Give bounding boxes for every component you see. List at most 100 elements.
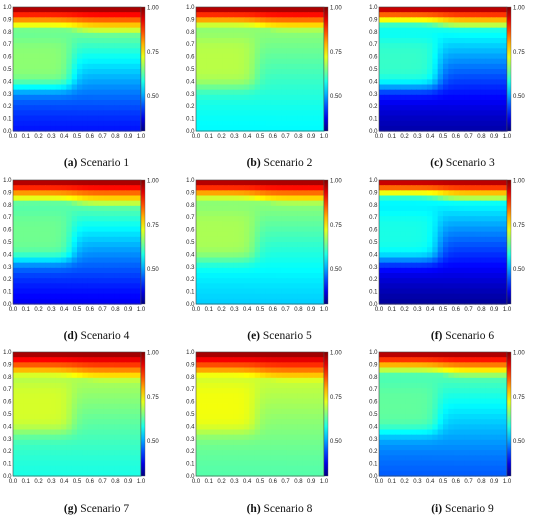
heatmap-cell bbox=[55, 226, 62, 233]
heatmap-cell bbox=[260, 278, 266, 284]
heatmap-cell bbox=[98, 120, 105, 127]
heatmap-cell bbox=[114, 125, 121, 132]
heatmap-cell bbox=[98, 434, 105, 441]
heatmap-cell bbox=[71, 74, 78, 80]
heatmap-cell bbox=[286, 362, 293, 369]
heatmap-cell bbox=[238, 372, 245, 379]
heatmap-cell bbox=[114, 48, 121, 55]
heatmap-cell bbox=[222, 115, 229, 122]
heatmap-cell bbox=[485, 27, 492, 34]
heatmap-cell bbox=[238, 27, 245, 34]
heatmap-cell bbox=[318, 403, 325, 410]
heatmap-cell bbox=[66, 89, 73, 96]
x-tick-label: 0.6 bbox=[269, 307, 278, 313]
heatmap-cell bbox=[427, 352, 433, 358]
panel-h: 0.0 0.0 0.1 0.1 0.2 0.2 0.3 0.3 0.4 0.4 0.5 0.5 0.6 0… bbox=[186, 347, 371, 518]
heatmap-cell bbox=[244, 398, 250, 405]
heatmap-cell bbox=[427, 110, 433, 117]
heatmap-cell bbox=[93, 105, 99, 111]
heatmap-cell bbox=[238, 38, 245, 44]
heatmap-cell bbox=[34, 89, 41, 96]
heatmap-cell bbox=[389, 242, 396, 248]
heatmap-cell bbox=[297, 27, 304, 34]
heatmap-cell bbox=[308, 352, 314, 358]
heatmap-cell bbox=[222, 362, 229, 369]
heatmap-cell bbox=[265, 221, 272, 228]
heatmap-cell bbox=[276, 352, 282, 358]
heatmap-cell bbox=[281, 278, 288, 284]
heatmap-cell bbox=[228, 439, 234, 446]
heatmap-cell bbox=[443, 273, 449, 279]
heatmap-cell bbox=[222, 367, 229, 374]
heatmap-cell bbox=[292, 105, 298, 111]
panel-c: 0.0 0.0 0.1 0.1 0.2 0.2 0.3 0.3 0.4 0.4 0.5 0.5 0.6 0… bbox=[369, 2, 550, 173]
heatmap-cell bbox=[119, 205, 126, 212]
heatmap-cell bbox=[87, 200, 94, 207]
heatmap-cell bbox=[233, 367, 240, 374]
heatmap-cell bbox=[254, 7, 261, 13]
heatmap-cell bbox=[50, 383, 57, 389]
heatmap-cell bbox=[421, 367, 428, 374]
heatmap-cell bbox=[459, 22, 465, 29]
heatmap-cell bbox=[469, 27, 476, 34]
heatmap-cell bbox=[286, 180, 293, 186]
heatmap-cell bbox=[416, 17, 423, 24]
heatmap-cell bbox=[39, 455, 46, 462]
heatmap-cell bbox=[233, 216, 240, 222]
heatmap-cell bbox=[379, 43, 385, 49]
heatmap-cell bbox=[249, 53, 256, 60]
heatmap-cell bbox=[228, 393, 234, 400]
heatmap-cell bbox=[233, 69, 240, 75]
heatmap-svg: 0.00.00.10.10.20.20.30.30.40.40.50.50.60… bbox=[369, 350, 525, 485]
y-tick-label: 0.7 bbox=[186, 387, 195, 393]
heatmap-cell bbox=[125, 125, 131, 132]
heatmap-cell bbox=[34, 22, 41, 29]
heatmap-cell bbox=[302, 262, 309, 269]
heatmap-cell bbox=[395, 257, 401, 264]
heatmap-cell bbox=[276, 63, 282, 70]
heatmap-cell bbox=[71, 17, 78, 24]
heatmap-cell bbox=[389, 221, 396, 228]
heatmap-cell bbox=[270, 110, 277, 117]
heatmap-cell bbox=[71, 460, 78, 467]
heatmap-cell bbox=[292, 84, 298, 91]
heatmap-cell bbox=[206, 53, 213, 60]
heatmap-cell bbox=[475, 17, 481, 24]
heatmap-cell bbox=[77, 100, 83, 106]
heatmap-cell bbox=[276, 377, 282, 384]
heatmap-cell bbox=[496, 247, 503, 253]
heatmap-cell bbox=[212, 293, 218, 300]
heatmap-cell bbox=[421, 252, 428, 259]
heatmap-cell bbox=[77, 293, 83, 300]
heatmap-cell bbox=[125, 105, 131, 111]
heatmap-cell bbox=[93, 205, 99, 212]
heatmap-cell bbox=[135, 226, 142, 233]
heatmap-cell bbox=[260, 357, 266, 363]
heatmap-cell bbox=[130, 298, 137, 305]
heatmap-cell bbox=[443, 262, 449, 269]
heatmap-cell bbox=[432, 236, 439, 243]
heatmap-cell bbox=[395, 190, 401, 197]
heatmap-cell bbox=[13, 372, 19, 379]
heatmap-cell bbox=[459, 58, 465, 65]
heatmap-cell bbox=[228, 455, 234, 462]
heatmap-cell bbox=[411, 262, 417, 269]
heatmap-cell bbox=[201, 267, 208, 274]
heatmap-cell bbox=[453, 22, 460, 29]
heatmap-cell bbox=[318, 455, 325, 462]
heatmap-cell bbox=[244, 445, 250, 451]
heatmap-cell bbox=[119, 362, 126, 369]
heatmap-cell bbox=[485, 22, 492, 29]
heatmap-cell bbox=[222, 211, 229, 217]
colorbar-tick-label: 0.75 bbox=[513, 50, 525, 56]
heatmap-cell bbox=[281, 211, 288, 217]
heatmap-cell bbox=[308, 383, 314, 389]
heatmap-cell bbox=[254, 84, 261, 91]
heatmap-cell bbox=[77, 12, 83, 18]
heatmap-cell bbox=[437, 63, 444, 70]
heatmap-cell bbox=[297, 185, 304, 191]
heatmap-cell bbox=[453, 352, 460, 358]
heatmap-cell bbox=[464, 17, 471, 24]
heatmap-cell bbox=[29, 439, 35, 446]
heatmap-cell bbox=[308, 211, 314, 217]
